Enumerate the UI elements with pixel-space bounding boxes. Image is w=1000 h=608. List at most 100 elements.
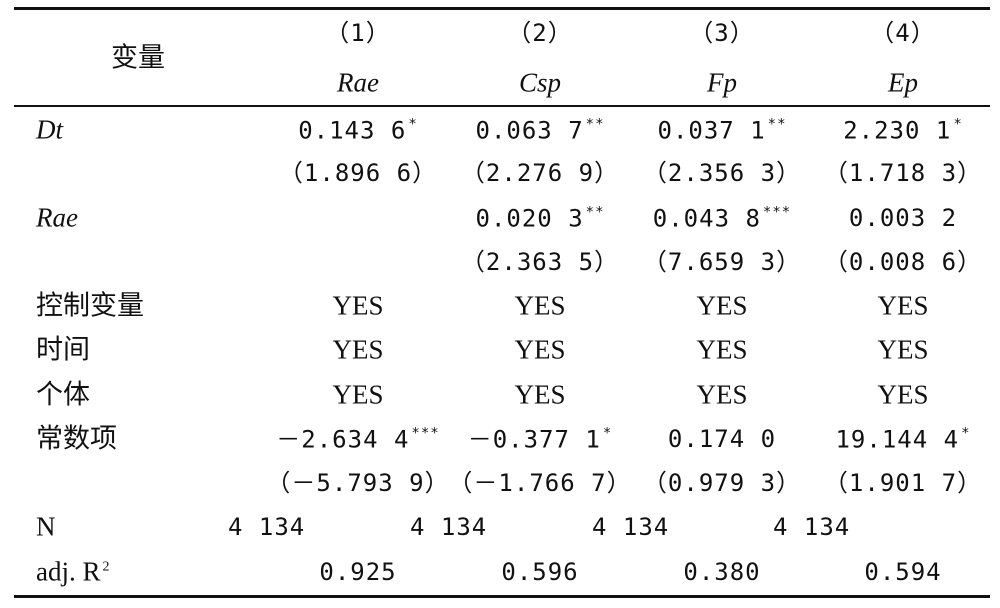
column-number: （2）	[507, 19, 573, 47]
cell-value: YES	[877, 334, 929, 365]
cell: 4 134	[410, 515, 487, 539]
cell-value: 0.043 8	[652, 204, 761, 233]
significance-stars: *	[953, 116, 963, 133]
cell-value: （0.979 3）	[642, 469, 802, 497]
cell: 0.043 8 ***	[653, 206, 791, 231]
cell: （1.901 7）	[824, 471, 982, 495]
cell-value: （－1.766 7）	[448, 469, 632, 497]
row-label: 常数项	[36, 423, 117, 454]
cell: （0.008 6）	[824, 250, 982, 274]
cell: （1.718 3）	[824, 161, 982, 185]
column-name: Ep	[888, 67, 918, 98]
cell-value: YES	[332, 290, 384, 321]
cell: YES	[332, 290, 384, 321]
cell-value: 0.596	[501, 558, 579, 586]
cell: 0.380	[683, 560, 760, 584]
cell: YES	[514, 334, 566, 365]
cell-value: YES	[514, 334, 566, 365]
cell: （1.896 6）	[279, 161, 437, 185]
significance-stars: *	[961, 425, 971, 442]
cell: YES	[877, 334, 929, 365]
cell: 0.003 2	[849, 206, 957, 230]
row-label: N	[36, 511, 56, 542]
cell: （－5.793 9）	[266, 471, 449, 495]
significance-stars: **	[585, 204, 605, 221]
cell-value: 4 134	[228, 513, 306, 541]
cell-value: YES	[332, 379, 384, 410]
cell: YES	[514, 379, 566, 410]
cell-value: －0.377 1	[467, 425, 601, 454]
header-rule	[14, 105, 990, 107]
significance-stars: **	[585, 116, 605, 133]
cell: 4 134	[592, 515, 669, 539]
cell-value: 0.594	[864, 558, 942, 586]
row-label: 时间	[36, 334, 90, 365]
cell-value: 0.037 1	[657, 116, 766, 145]
cell: 4 134	[773, 515, 850, 539]
cell: （0.979 3）	[643, 471, 801, 495]
cell: YES	[877, 292, 928, 320]
bottom-rule	[14, 595, 990, 598]
significance-stars: *	[408, 116, 418, 133]
cell-value: （1.896 6）	[278, 159, 438, 187]
cell: 0.174 0	[668, 427, 776, 451]
significance-stars: ***	[411, 425, 440, 442]
row-label: 控制变量	[36, 290, 144, 321]
cell-value: （7.659 3）	[642, 248, 802, 276]
cell: －2.634 4 ***	[276, 427, 439, 452]
cell: 0.037 1 **	[657, 118, 786, 143]
cell: YES	[332, 336, 383, 364]
cell: （2.276 9）	[461, 161, 619, 185]
cell-value: 0.003 2	[848, 204, 958, 232]
cell-value: 0.925	[319, 558, 397, 586]
cell: （2.356 3）	[643, 161, 801, 185]
column-number: （4）	[870, 19, 936, 47]
cell-value: YES	[514, 290, 566, 321]
cell-value: 4 134	[773, 513, 851, 541]
top-rule	[14, 7, 990, 10]
cell: 0.925	[319, 560, 396, 584]
cell: 0.594	[864, 560, 941, 584]
cell-value: 0.063 7	[475, 116, 584, 145]
cell-value: 2.230 1	[843, 116, 952, 145]
cell-value: 4 134	[410, 513, 488, 541]
cell-value: YES	[696, 379, 748, 410]
cell-value: YES	[696, 334, 748, 365]
cell: 0.020 3 **	[475, 206, 604, 231]
significance-stars: ***	[762, 204, 792, 221]
cell: 0.063 7 **	[475, 118, 604, 143]
cell: 0.143 6 *	[298, 118, 418, 143]
cell-value: 0.174 0	[667, 425, 777, 453]
column-number: （3）	[689, 19, 755, 47]
cell-value: YES	[877, 379, 929, 410]
cell-value: －2.634 4	[276, 425, 410, 454]
cell-value: （2.363 5）	[460, 248, 620, 276]
cell: YES	[696, 379, 748, 410]
cell: YES	[877, 379, 929, 410]
cell-value: 0.143 6	[298, 116, 407, 145]
cell-value: YES	[514, 379, 566, 410]
significance-stars: **	[767, 116, 787, 133]
cell-value: （1.901 7）	[823, 469, 983, 497]
cell-value: 19.144 4	[835, 425, 960, 454]
cell: （2.363 5）	[461, 250, 619, 274]
cell-value: （2.356 3）	[642, 159, 802, 187]
cell: 0.596	[501, 560, 578, 584]
row-label: Rae	[36, 202, 78, 233]
cell: YES	[696, 334, 748, 365]
cell: －0.377 1 *	[468, 427, 613, 452]
cell-value: （1.718 3）	[823, 159, 983, 187]
header-label: 变量	[111, 42, 165, 73]
column-name: Rae	[337, 67, 379, 98]
cell: （－1.766 7）	[448, 471, 631, 495]
column-name: Csp	[518, 67, 562, 98]
cell: YES	[696, 292, 747, 320]
row-label: Dt	[36, 114, 63, 145]
cell-value: （0.008 6）	[823, 248, 983, 276]
cell-value: （－5.793 9）	[266, 469, 450, 497]
cell: 19.144 4 *	[835, 427, 970, 452]
cell: YES	[332, 379, 384, 410]
cell-value: 4 134	[592, 513, 670, 541]
